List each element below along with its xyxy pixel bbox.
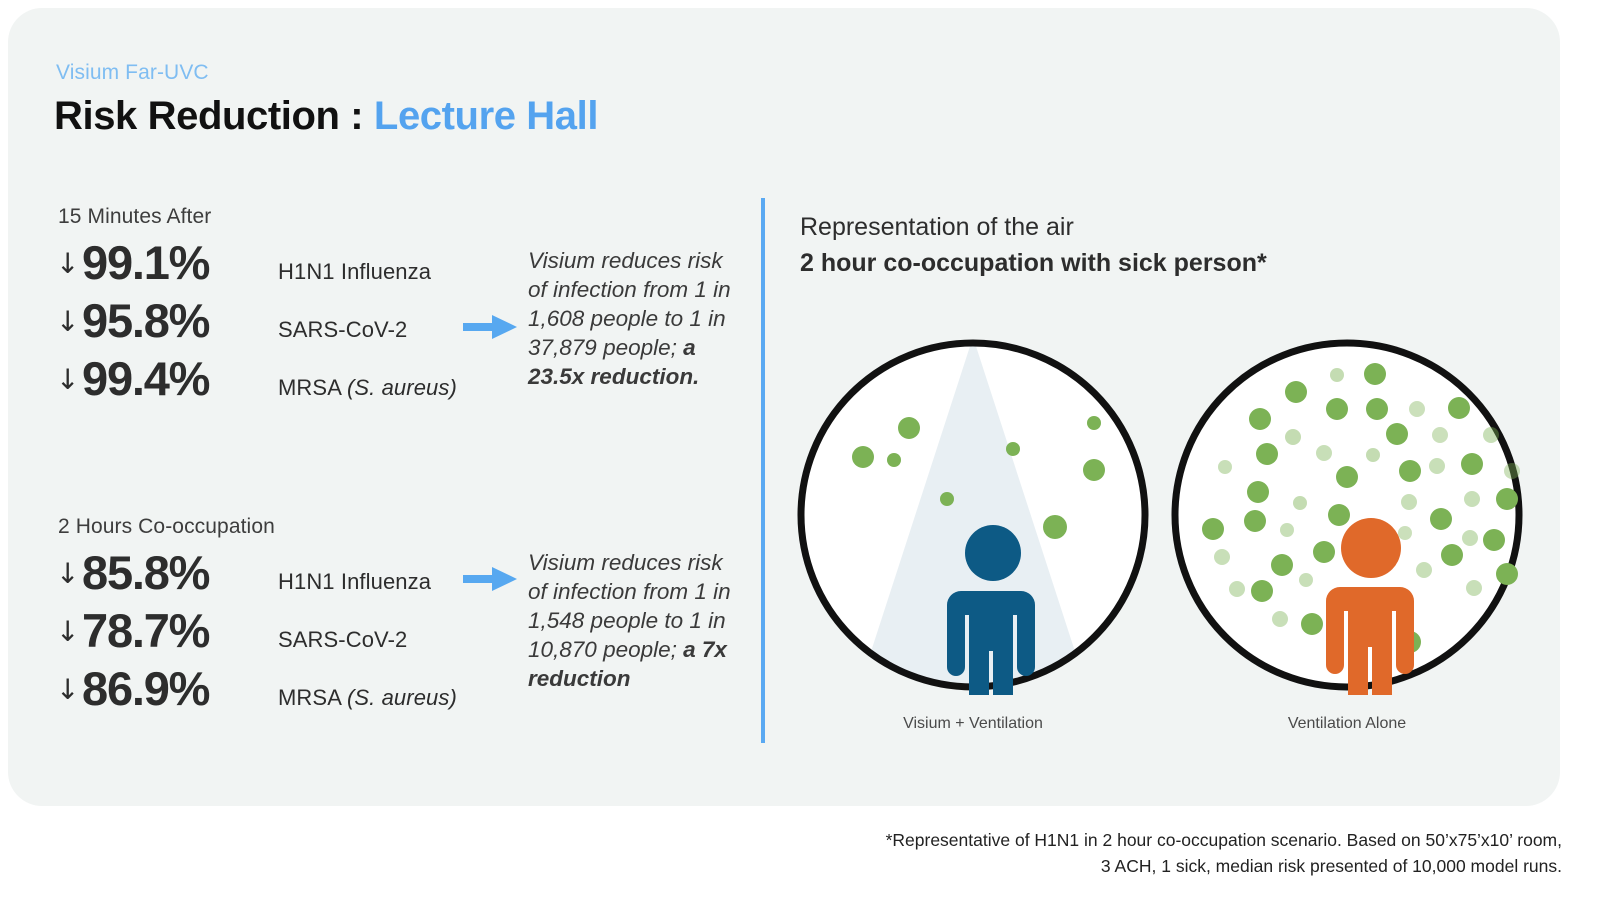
stat-pathogen-italic: (S. aureus)	[346, 375, 457, 400]
stat-row: ↓ 99.4% MRSA (S. aureus)	[56, 351, 457, 409]
callout-plain: Visium reduces risk of infection from 1 …	[528, 248, 731, 361]
stat-value: 85.8%	[82, 546, 210, 599]
stat-row: ↓ 78.7% SARS-CoV-2	[56, 603, 457, 661]
stat-value: 99.1%	[82, 236, 210, 289]
right-arrow-icon	[463, 567, 517, 591]
stats-block-label: 15 Minutes After	[58, 205, 212, 228]
person-figure-blue	[947, 525, 1035, 695]
panel-heading-line-1: Representation of the air	[800, 213, 1074, 241]
stat-pathogen-name: SARS-CoV-2	[278, 317, 407, 343]
stat-pathogen-main: H1N1 Influenza	[278, 569, 432, 594]
person-figure-orange	[1326, 518, 1414, 695]
callout-text: Visium reduces risk of infection from 1 …	[528, 246, 743, 391]
stat-pathogen-main: SARS-CoV-2	[278, 317, 408, 342]
stat-pathogen-name: H1N1 Influenza	[278, 259, 431, 285]
callout-bold: a 23.5x reduction.	[528, 335, 700, 390]
page-title-accent: Lecture Hall	[373, 94, 599, 138]
stat-row: ↓ 95.8% SARS-CoV-2	[56, 293, 457, 351]
down-arrow-icon: ↓	[56, 615, 80, 648]
down-arrow-icon: ↓	[56, 247, 80, 280]
stats-block-label: 2 Hours Co-occupation	[58, 515, 275, 538]
diagram-ventilation-alone	[1167, 335, 1527, 695]
stat-value: 86.9%	[82, 662, 210, 715]
brand-eyebrow: Visium Far-UVC	[56, 61, 209, 84]
aerosol-dots	[852, 416, 1105, 539]
stat-value: 95.8%	[82, 294, 210, 347]
callout-text: Visium reduces risk of infection from 1 …	[528, 548, 743, 693]
diagram-caption-right: Ventilation Alone	[1287, 715, 1407, 732]
stat-pathogen-italic: (S. aureus)	[346, 685, 457, 710]
panel-heading-line-2: 2 hour co-occupation with sick person*	[800, 249, 1267, 277]
stat-value: 99.4%	[82, 352, 210, 405]
page-title-main: Risk Reduction :	[54, 94, 374, 138]
stat-pathogen-main: SARS-CoV-2	[278, 627, 408, 652]
down-arrow-icon: ↓	[56, 363, 80, 396]
stat-pathogen-name: H1N1 Influenza	[278, 569, 431, 595]
stat-row: ↓ 86.9% MRSA (S. aureus)	[56, 661, 457, 719]
right-arrow-icon	[463, 315, 517, 339]
page-title: Risk Reduction : Lecture Hall	[54, 94, 598, 139]
stat-pathogen-main: H1N1 Influenza	[278, 259, 432, 284]
stat-row: ↓ 99.1% H1N1 Influenza	[56, 235, 457, 293]
stat-pathogen-name: MRSA (S. aureus)	[278, 375, 457, 401]
stat-pathogen-main: MRSA	[278, 685, 347, 710]
footnote-line-2: 3 ACH, 1 sick, median risk presented of …	[1100, 855, 1562, 876]
callout-bold: a 7x reduction	[528, 637, 727, 692]
stat-value: 78.7%	[82, 604, 210, 657]
stats-block-15-minutes: 15 Minutes After ↓ 99.1% H1N1 Influenza …	[56, 205, 457, 409]
diagram-caption-left: Visium + Ventilation	[903, 715, 1043, 732]
diagram-visium-ventilation	[793, 335, 1153, 695]
aerosol-dots	[1202, 363, 1520, 653]
stats-block-2-hours: 2 Hours Co-occupation ↓ 85.8% H1N1 Influ…	[56, 515, 457, 719]
panel-heading: Representation of the air 2 hour co-occu…	[800, 209, 1267, 281]
stat-pathogen-name: MRSA (S. aureus)	[278, 685, 457, 711]
stat-row: ↓ 85.8% H1N1 Influenza	[56, 545, 457, 603]
down-arrow-icon: ↓	[56, 305, 80, 338]
stat-pathogen-main: MRSA	[278, 375, 347, 400]
footnote: *Representative of H1N1 in 2 hour co-occ…	[886, 828, 1562, 880]
footnote-line-1: *Representative of H1N1 in 2 hour co-occ…	[885, 830, 1562, 850]
down-arrow-icon: ↓	[56, 673, 80, 706]
stat-pathogen-name: SARS-CoV-2	[278, 627, 407, 653]
vertical-divider	[761, 198, 765, 743]
callout-plain: Visium reduces risk of infection from 1 …	[528, 550, 731, 663]
down-arrow-icon: ↓	[56, 557, 80, 590]
